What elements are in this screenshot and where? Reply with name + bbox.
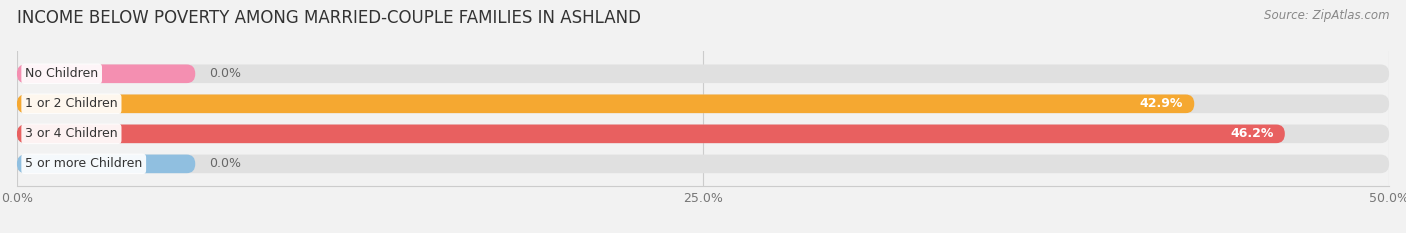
FancyBboxPatch shape — [17, 65, 195, 83]
Text: No Children: No Children — [25, 67, 98, 80]
Text: INCOME BELOW POVERTY AMONG MARRIED-COUPLE FAMILIES IN ASHLAND: INCOME BELOW POVERTY AMONG MARRIED-COUPL… — [17, 9, 641, 27]
Text: 3 or 4 Children: 3 or 4 Children — [25, 127, 118, 140]
FancyBboxPatch shape — [17, 95, 1389, 113]
Text: 0.0%: 0.0% — [209, 157, 240, 170]
FancyBboxPatch shape — [17, 154, 1389, 173]
Text: Source: ZipAtlas.com: Source: ZipAtlas.com — [1264, 9, 1389, 22]
FancyBboxPatch shape — [17, 124, 1389, 143]
Text: 42.9%: 42.9% — [1140, 97, 1184, 110]
Text: 0.0%: 0.0% — [209, 67, 240, 80]
Text: 5 or more Children: 5 or more Children — [25, 157, 142, 170]
FancyBboxPatch shape — [17, 65, 1389, 83]
Text: 1 or 2 Children: 1 or 2 Children — [25, 97, 118, 110]
Text: 46.2%: 46.2% — [1230, 127, 1274, 140]
FancyBboxPatch shape — [17, 124, 1285, 143]
FancyBboxPatch shape — [17, 154, 195, 173]
FancyBboxPatch shape — [17, 95, 1194, 113]
